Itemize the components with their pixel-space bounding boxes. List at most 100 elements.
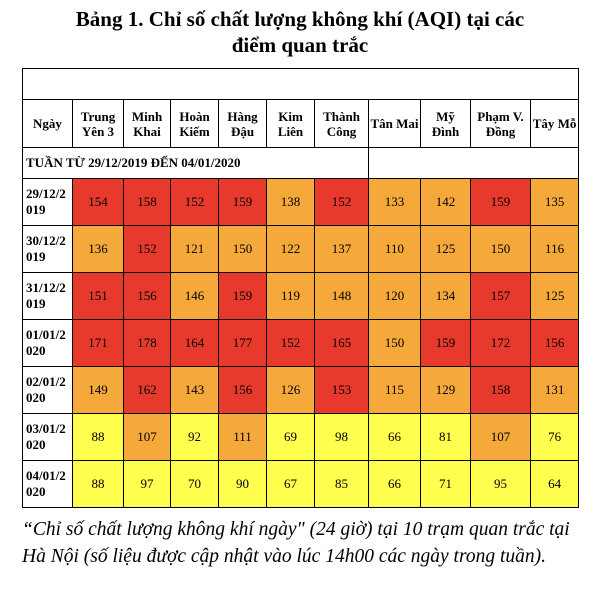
header-cell: Hoàn Kiếm (170, 99, 219, 148)
aqi-cell: 76 (529, 413, 580, 461)
aqi-cell: 69 (266, 413, 315, 461)
caption: “Chỉ số chất lượng không khí ngày" (24 g… (22, 519, 570, 567)
aqi-cell: 152 (170, 178, 219, 226)
aqi-cell: 157 (470, 272, 531, 320)
aqi-cell: 148 (314, 272, 369, 320)
date-cell: 29/12/2019 (22, 178, 73, 226)
aqi-cell: 165 (314, 319, 369, 367)
aqi-cell: 107 (470, 413, 531, 461)
week-cell: TUẦN TỪ 29/12/2019 ĐẾN 04/01/2020 (22, 147, 369, 179)
title: Bảng 1. Chỉ số chất lượng không khí (AQI… (75, 7, 525, 57)
aqi-cell: 115 (368, 366, 421, 414)
aqi-cell: 88 (72, 413, 124, 461)
aqi-cell: 158 (470, 366, 531, 414)
aqi-cell: 159 (218, 272, 267, 320)
aqi-cell: 156 (529, 319, 580, 367)
aqi-cell: 149 (72, 366, 124, 414)
aqi-cell: 67 (266, 460, 315, 508)
aqi-cell: 66 (368, 413, 421, 461)
aqi-cell: 151 (72, 272, 124, 320)
aqi-cell: 97 (123, 460, 171, 508)
aqi-cell: 107 (123, 413, 171, 461)
aqi-cell: 90 (218, 460, 267, 508)
aqi-cell: 164 (170, 319, 219, 367)
aqi-cell: 134 (420, 272, 471, 320)
aqi-cell: 122 (266, 225, 315, 273)
header-cell: Hàng Đậu (218, 99, 267, 148)
data-row: 30/12/2019 136 152 121 150 122 137 110 125 150 116 (22, 225, 580, 273)
data-row: 02/01/2020 149 162 143 156 126 153 115 129 158 131 (22, 366, 580, 414)
aqi-cell: 129 (420, 366, 471, 414)
aqi-cell: 159 (470, 178, 531, 226)
aqi-cell: 66 (368, 460, 421, 508)
header-cell: Ngày (22, 99, 73, 148)
date-cell: 03/01/2020 (22, 413, 73, 461)
data-row: 03/01/2020 88 107 92 111 69 98 66 81 107 76 (22, 413, 580, 461)
header-cell: Phạm V. Đồng (470, 99, 531, 148)
header-cell: Minh Khai (123, 99, 171, 148)
aqi-cell: 143 (170, 366, 219, 414)
aqi-cell: 158 (123, 178, 171, 226)
aqi-cell: 71 (420, 460, 471, 508)
aqi-cell: 119 (266, 272, 315, 320)
date-cell: 31/12/2019 (22, 272, 73, 320)
date-cell: 02/01/2020 (22, 366, 73, 414)
date-cell: 01/01/2020 (22, 319, 73, 367)
week-row: TUẦN TỪ 29/12/2019 ĐẾN 04/01/2020 (22, 147, 580, 179)
header-cell: Trung Yên 3 (72, 99, 124, 148)
header-cell: Tân Mai (368, 99, 421, 148)
aqi-cell: 110 (368, 225, 421, 273)
date-cell: 30/12/2019 (22, 225, 73, 273)
aqi-cell: 125 (529, 272, 580, 320)
aqi-cell: 153 (314, 366, 369, 414)
header-cell: Thành Công (314, 99, 369, 148)
aqi-cell: 88 (72, 460, 124, 508)
aqi-cell: 152 (123, 225, 171, 273)
aqi-cell: 70 (170, 460, 219, 508)
aqi-cell: 121 (170, 225, 219, 273)
aqi-cell: 64 (529, 460, 580, 508)
aqi-table: Ngày Trung Yên 3 Minh Khai Hoàn Kiếm Hàng Đậ… (21, 68, 580, 508)
aqi-cell: 92 (170, 413, 219, 461)
empty-cell (21, 68, 580, 100)
data-row: 31/12/2019 151 156 146 159 119 148 120 134 157 125 (22, 272, 580, 320)
aqi-cell: 133 (368, 178, 421, 226)
aqi-cell: 146 (170, 272, 219, 320)
data-row: 01/01/2020 171 178 164 177 152 165 150 159 172 156 (22, 319, 580, 367)
aqi-cell: 95 (470, 460, 531, 508)
empty-row (21, 68, 580, 100)
aqi-cell: 150 (470, 225, 531, 273)
header-cell: Tây Mỗ (529, 99, 580, 148)
aqi-cell: 138 (266, 178, 315, 226)
aqi-cell: 98 (314, 413, 369, 461)
aqi-cell: 136 (72, 225, 124, 273)
header-cell: Kim Liên (266, 99, 315, 148)
empty-cell (367, 147, 580, 179)
data-row: 04/01/2020 88 97 70 90 67 85 66 71 95 64 (22, 460, 580, 508)
aqi-cell: 162 (123, 366, 171, 414)
aqi-cell: 85 (314, 460, 369, 508)
aqi-cell: 177 (218, 319, 267, 367)
aqi-cell: 126 (266, 366, 315, 414)
aqi-cell: 154 (72, 178, 124, 226)
aqi-cell: 135 (529, 178, 580, 226)
aqi-cell: 125 (420, 225, 471, 273)
aqi-cell: 159 (420, 319, 471, 367)
aqi-cell: 156 (123, 272, 171, 320)
aqi-cell: 156 (218, 366, 267, 414)
aqi-cell: 159 (218, 178, 267, 226)
aqi-cell: 116 (529, 225, 580, 273)
aqi-cell: 120 (368, 272, 421, 320)
aqi-cell: 131 (529, 366, 580, 414)
aqi-cell: 81 (420, 413, 471, 461)
aqi-cell: 178 (123, 319, 171, 367)
header-row: Ngày Trung Yên 3 Minh Khai Hoàn Kiếm Hàng Đậ… (22, 99, 580, 148)
data-row: 29/12/2019 154 158 152 159 138 152 133 142 159 135 (22, 178, 580, 226)
aqi-cell: 142 (420, 178, 471, 226)
aqi-cell: 137 (314, 225, 369, 273)
header-cell: Mỹ Đình (420, 99, 471, 148)
aqi-cell: 111 (218, 413, 267, 461)
date-cell: 04/01/2020 (22, 460, 73, 508)
aqi-cell: 171 (72, 319, 124, 367)
